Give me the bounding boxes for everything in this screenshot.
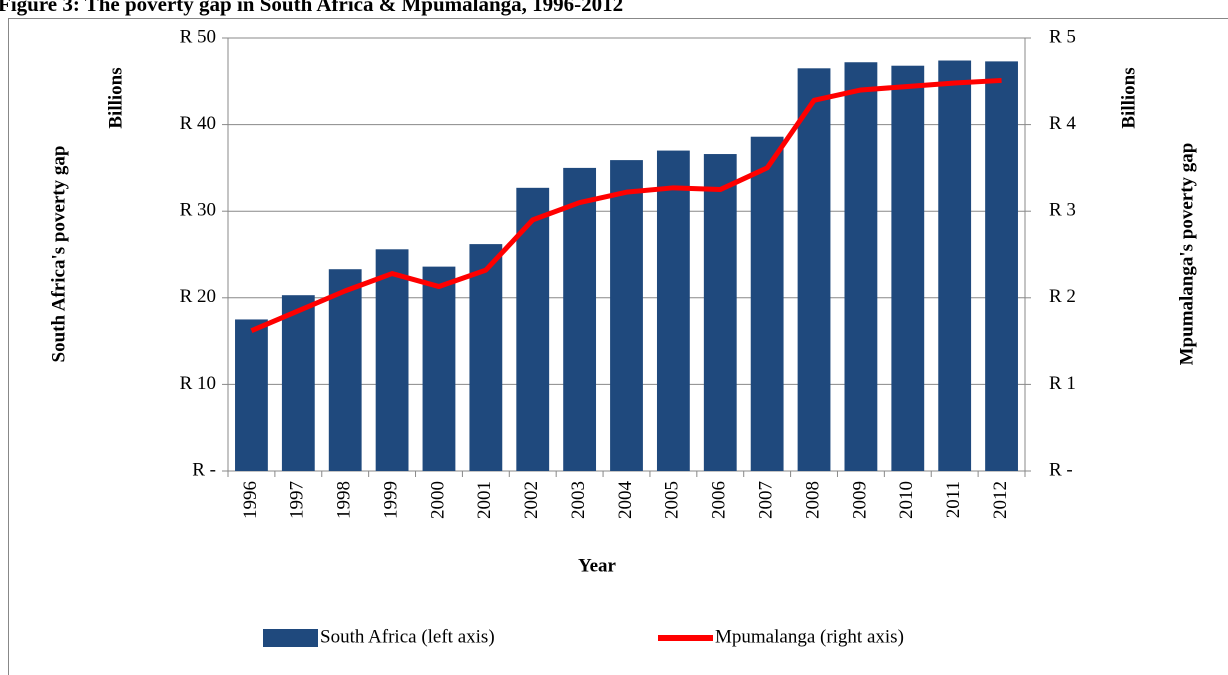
line bbox=[250, 77, 1002, 334]
y-axis-unit: Billions bbox=[105, 67, 126, 128]
y2-tick-label: R 2 bbox=[1049, 286, 1076, 307]
x-tick-label: 1999 bbox=[380, 481, 401, 519]
bar bbox=[750, 136, 784, 471]
bar bbox=[797, 68, 831, 471]
y2-tick-label: R 5 bbox=[1049, 26, 1076, 47]
x-tick-label: 2004 bbox=[615, 481, 636, 520]
bar bbox=[938, 60, 972, 472]
bar bbox=[281, 295, 315, 471]
bar bbox=[422, 266, 456, 471]
y2-axis-unit: Billions bbox=[1118, 67, 1139, 128]
y-tick-label: R 50 bbox=[180, 26, 216, 47]
chart-title: Figure 3: The poverty gap in South Afric… bbox=[0, 0, 623, 16]
x-tick-label: 1997 bbox=[287, 481, 308, 519]
legend-swatch bbox=[263, 629, 318, 647]
x-tick-label: 2010 bbox=[896, 481, 917, 519]
x-tick-label: 2001 bbox=[474, 481, 495, 519]
bar bbox=[891, 65, 925, 471]
x-tick-label: 1996 bbox=[240, 481, 261, 519]
y-tick-label: R 30 bbox=[180, 200, 216, 221]
x-tick-label: 2009 bbox=[849, 481, 870, 519]
y2-axis-title: Mpumalanga's poverty gap bbox=[1176, 143, 1197, 366]
y2-tick-label: R - bbox=[1049, 459, 1073, 480]
bar bbox=[328, 269, 362, 471]
y2-tick-label: R 3 bbox=[1049, 200, 1076, 221]
x-tick-label: 2003 bbox=[568, 481, 589, 519]
bar bbox=[844, 62, 878, 472]
bar bbox=[610, 160, 643, 471]
bar bbox=[469, 244, 503, 471]
x-tick-label: 2007 bbox=[756, 481, 777, 519]
x-tick-label: 2008 bbox=[802, 481, 823, 519]
bar bbox=[656, 150, 690, 471]
y2-tick-label: R 1 bbox=[1049, 373, 1076, 394]
bar bbox=[703, 154, 737, 471]
x-tick-label: 1998 bbox=[334, 481, 355, 519]
bar bbox=[563, 167, 597, 471]
y-tick-label: R 40 bbox=[180, 113, 216, 134]
y2-tick-label: R 4 bbox=[1049, 113, 1076, 134]
bar bbox=[985, 61, 1018, 472]
x-tick-label: 2011 bbox=[943, 481, 964, 518]
x-tick-label: 2002 bbox=[521, 481, 542, 519]
chart-frame bbox=[8, 18, 1228, 675]
y-tick-label: R - bbox=[192, 459, 216, 480]
x-tick-label: 2006 bbox=[709, 481, 730, 519]
x-tick-label: 2012 bbox=[990, 481, 1011, 519]
y-tick-label: R 10 bbox=[180, 373, 216, 394]
bar bbox=[235, 319, 268, 471]
bar bbox=[375, 249, 409, 471]
y-axis-title: South Africa's poverty gap bbox=[48, 146, 69, 363]
legend-label: Mpumalanga (right axis) bbox=[715, 626, 904, 647]
y-tick-label: R 20 bbox=[180, 286, 216, 307]
x-axis-title: Year bbox=[578, 555, 617, 576]
x-tick-label: 2000 bbox=[427, 481, 448, 519]
x-tick-label: 2005 bbox=[662, 481, 683, 519]
legend-label: South Africa (left axis) bbox=[320, 626, 495, 647]
